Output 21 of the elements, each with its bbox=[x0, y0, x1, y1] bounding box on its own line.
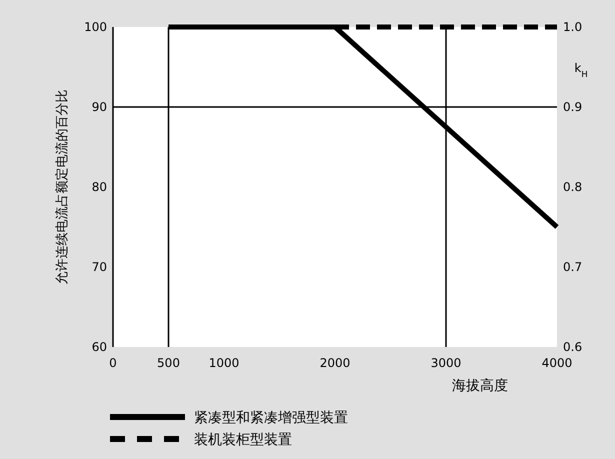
y2-tick-label: 0.8 bbox=[563, 180, 582, 194]
x-tick-label: 0 bbox=[109, 356, 117, 370]
x-tick-label: 2000 bbox=[320, 356, 350, 370]
legend-label: 紧凑型和紧凑增强型装置 bbox=[194, 410, 348, 426]
y2-tick-label: 1.0 bbox=[563, 20, 582, 34]
x-tick-label: 4000 bbox=[542, 356, 572, 370]
y2-tick-label: 0.9 bbox=[563, 100, 582, 114]
y-tick-label: 60 bbox=[92, 340, 107, 354]
y-tick-label: 100 bbox=[84, 20, 107, 34]
y-tick-label: 80 bbox=[92, 180, 107, 194]
x-axis-title: 海拔高度 bbox=[452, 378, 508, 394]
y2-tick-label: 0.6 bbox=[563, 340, 582, 354]
y-tick-label: 70 bbox=[92, 260, 107, 274]
y2-axis-title: k$_{H}$ bbox=[574, 61, 588, 79]
y-tick-label: 90 bbox=[92, 100, 107, 114]
y2-tick-label: 0.7 bbox=[563, 260, 582, 274]
x-tick-label: 1000 bbox=[208, 356, 240, 370]
y-axis-title: 允许连续电流占额定电流的百分比 bbox=[54, 90, 70, 284]
x-tick-label: 3000 bbox=[430, 356, 462, 370]
legend-label: 装机装柜型装置 bbox=[194, 432, 292, 448]
x-tick-label: 500 bbox=[157, 356, 180, 370]
